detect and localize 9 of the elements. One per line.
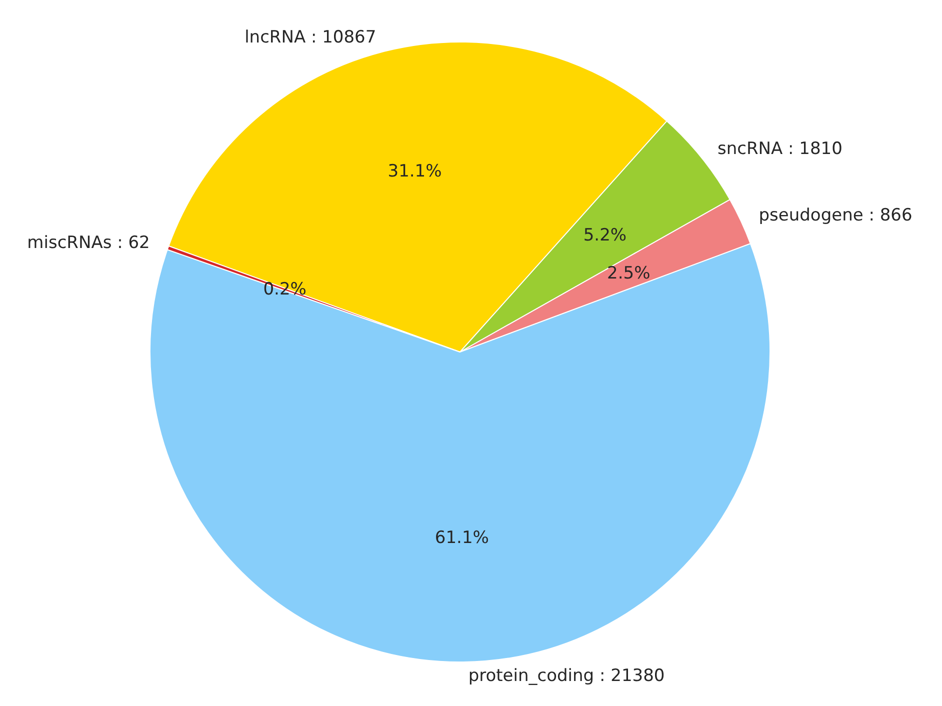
slice-label: protein_coding : 21380 [468, 666, 665, 686]
data-label: 61.1% [434, 528, 489, 548]
data-label: 31.1% [388, 162, 442, 182]
slice-label: miscRNAs : 62 [27, 233, 150, 254]
data-label: 2.5% [607, 264, 650, 284]
data-label: 5.2% [583, 225, 627, 246]
slice-label: lncRNA : 10867 [244, 28, 376, 48]
slice-label: sncRNA : 1810 [718, 138, 842, 159]
slice-label: pseudogene : 866 [758, 205, 912, 226]
